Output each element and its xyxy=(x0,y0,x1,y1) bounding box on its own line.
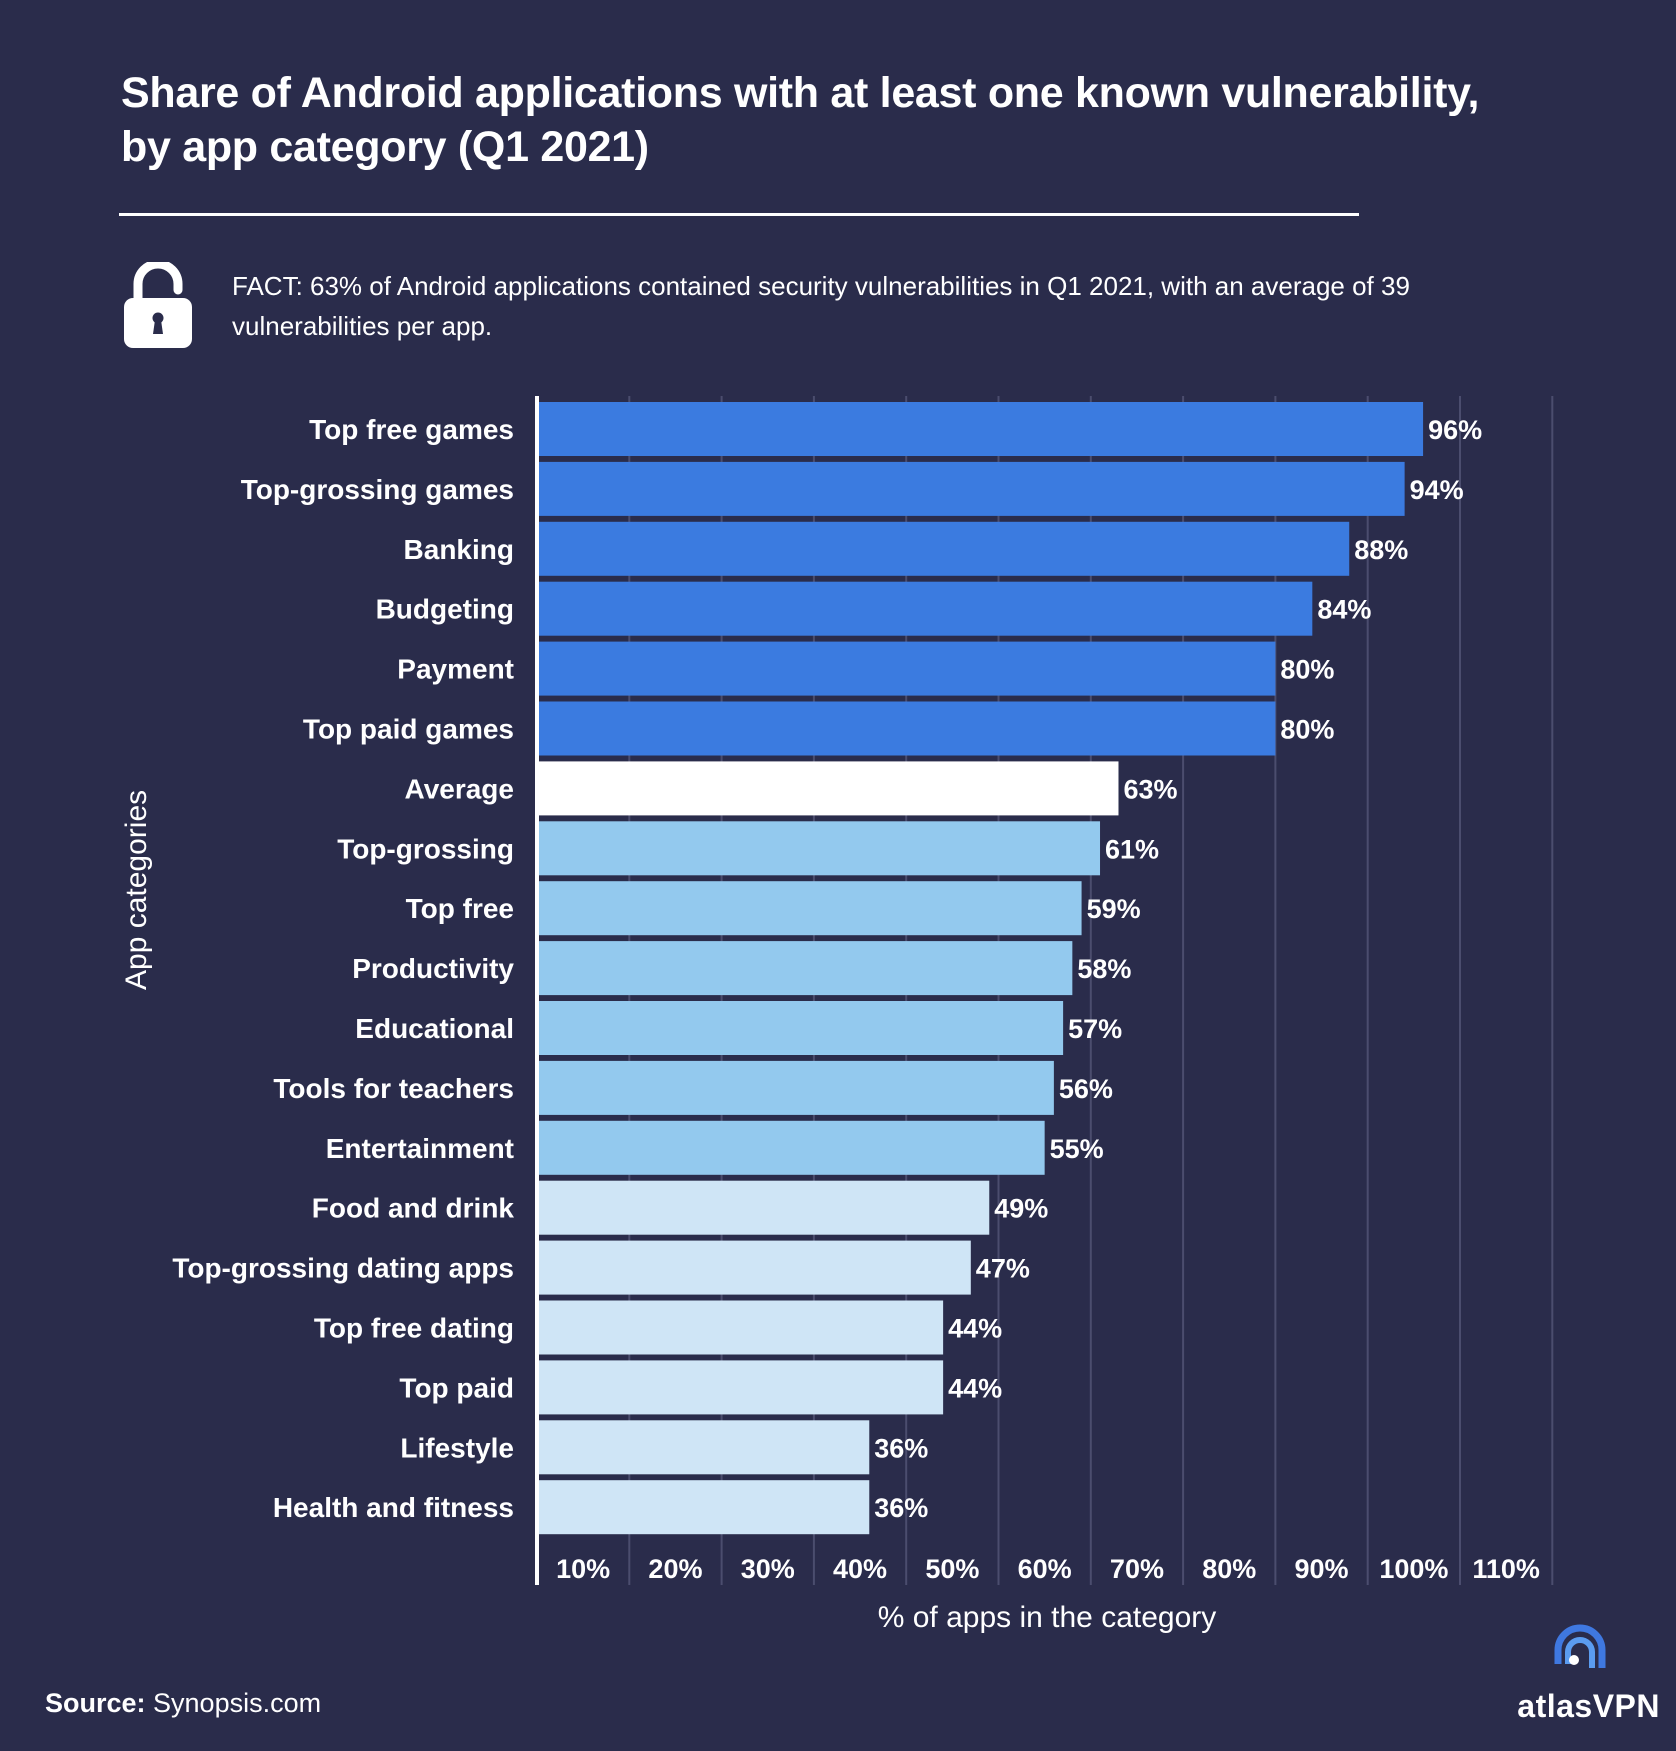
fact-text: FACT: 63% of Android applications contai… xyxy=(232,266,1532,346)
category-label: Top-grossing xyxy=(337,833,514,864)
bar xyxy=(539,1300,944,1355)
fact-line-2: vulnerabilities per app. xyxy=(232,311,493,341)
bar xyxy=(539,1180,990,1235)
value-label: 36% xyxy=(874,1493,928,1523)
bar xyxy=(539,1120,1045,1175)
value-label: 58% xyxy=(1077,954,1131,984)
bar xyxy=(539,581,1313,636)
bar xyxy=(539,1420,870,1475)
bar xyxy=(539,402,1424,456)
x-tick-label: 40% xyxy=(833,1554,887,1584)
bar xyxy=(539,701,1276,756)
bar xyxy=(539,521,1350,576)
category-label: Lifestyle xyxy=(400,1432,514,1463)
x-tick-label: 70% xyxy=(1110,1554,1164,1584)
bar xyxy=(539,761,1119,816)
bar xyxy=(539,1001,1064,1055)
category-label: Top free xyxy=(406,893,514,924)
x-tick-label: 50% xyxy=(925,1554,979,1584)
bar xyxy=(539,881,1082,936)
bar xyxy=(539,1060,1054,1115)
x-axis-title: % of apps in the category xyxy=(878,1601,1217,1634)
category-label: Top paid games xyxy=(303,714,514,745)
value-label: 96% xyxy=(1428,415,1482,445)
x-tick-label: 100% xyxy=(1379,1554,1448,1584)
fact-line-1: FACT: 63% of Android applications contai… xyxy=(232,271,1410,301)
source-value: Synopsis.com xyxy=(145,1688,322,1718)
category-label: Health and fitness xyxy=(273,1492,514,1523)
category-label: Top free games xyxy=(309,414,514,445)
bar xyxy=(539,821,1101,876)
category-label: Top free dating xyxy=(314,1313,514,1344)
bar xyxy=(539,1240,971,1295)
chart-title-line-2: by app category (Q1 2021) xyxy=(121,123,649,171)
source-label: Source: xyxy=(45,1688,146,1718)
category-label: Tools for teachers xyxy=(273,1073,514,1104)
atlasvpn-logo-icon xyxy=(1554,1624,1606,1668)
x-tick-label: 10% xyxy=(556,1554,610,1584)
bar xyxy=(539,941,1073,996)
value-label: 44% xyxy=(948,1373,1002,1403)
category-label: Top-grossing dating apps xyxy=(172,1253,514,1284)
bar xyxy=(539,1360,944,1415)
brand-name: atlasVPN xyxy=(1517,1688,1660,1724)
category-labels: Top free games Top-grossing games Banking B… xyxy=(172,414,514,1523)
x-tick-label: 90% xyxy=(1295,1554,1349,1584)
category-label: Educational xyxy=(355,1013,514,1044)
category-label: Average xyxy=(405,773,514,804)
value-label: 84% xyxy=(1317,595,1371,625)
value-label: 55% xyxy=(1050,1134,1104,1164)
category-label: Budgeting xyxy=(376,594,514,625)
category-label: Top-grossing games xyxy=(241,474,514,505)
y-axis-title: App categories xyxy=(120,789,153,990)
category-label: Banking xyxy=(404,534,514,565)
source-note: Source: Synopsis.com xyxy=(45,1688,321,1719)
value-labels: 96%94%88%84%80%80%63%61%59%58%57%56%55%4… xyxy=(874,415,1482,1523)
value-label: 49% xyxy=(994,1194,1048,1224)
category-label: Payment xyxy=(397,654,514,685)
category-label: Top paid xyxy=(399,1372,514,1403)
value-label: 80% xyxy=(1280,715,1334,745)
bar xyxy=(539,461,1405,516)
value-label: 47% xyxy=(976,1254,1030,1284)
x-tick-label: 20% xyxy=(648,1554,702,1584)
value-label: 80% xyxy=(1280,655,1334,685)
value-label: 44% xyxy=(948,1314,1002,1344)
chart-title: Share of Android applications with at le… xyxy=(121,66,1541,174)
category-label: Food and drink xyxy=(312,1193,515,1224)
x-tick-label: 80% xyxy=(1202,1554,1256,1584)
value-label: 94% xyxy=(1410,475,1464,505)
bar xyxy=(539,1480,870,1535)
chart-title-line-1: Share of Android applications with at le… xyxy=(121,69,1480,117)
x-tick-label: 30% xyxy=(741,1554,795,1584)
x-tick-labels: 10% 20% 30% 40% 50% 60% 70% 80% 90% 100% 110% xyxy=(556,1554,1540,1584)
value-label: 61% xyxy=(1105,834,1159,864)
category-label: Productivity xyxy=(352,953,514,984)
bar xyxy=(539,641,1276,696)
value-label: 59% xyxy=(1087,894,1141,924)
category-label: Entertainment xyxy=(326,1133,514,1164)
brand-logo: atlasVPN xyxy=(1500,1620,1660,1724)
x-tick-label: 110% xyxy=(1472,1554,1540,1584)
value-label: 56% xyxy=(1059,1074,1113,1104)
x-tick-label: 60% xyxy=(1018,1554,1072,1584)
value-label: 57% xyxy=(1068,1014,1122,1044)
value-label: 88% xyxy=(1354,535,1408,565)
unlocked-padlock-icon xyxy=(124,262,192,348)
bars xyxy=(539,402,1424,1535)
title-divider xyxy=(119,213,1359,216)
value-label: 63% xyxy=(1123,774,1177,804)
value-label: 36% xyxy=(874,1433,928,1463)
